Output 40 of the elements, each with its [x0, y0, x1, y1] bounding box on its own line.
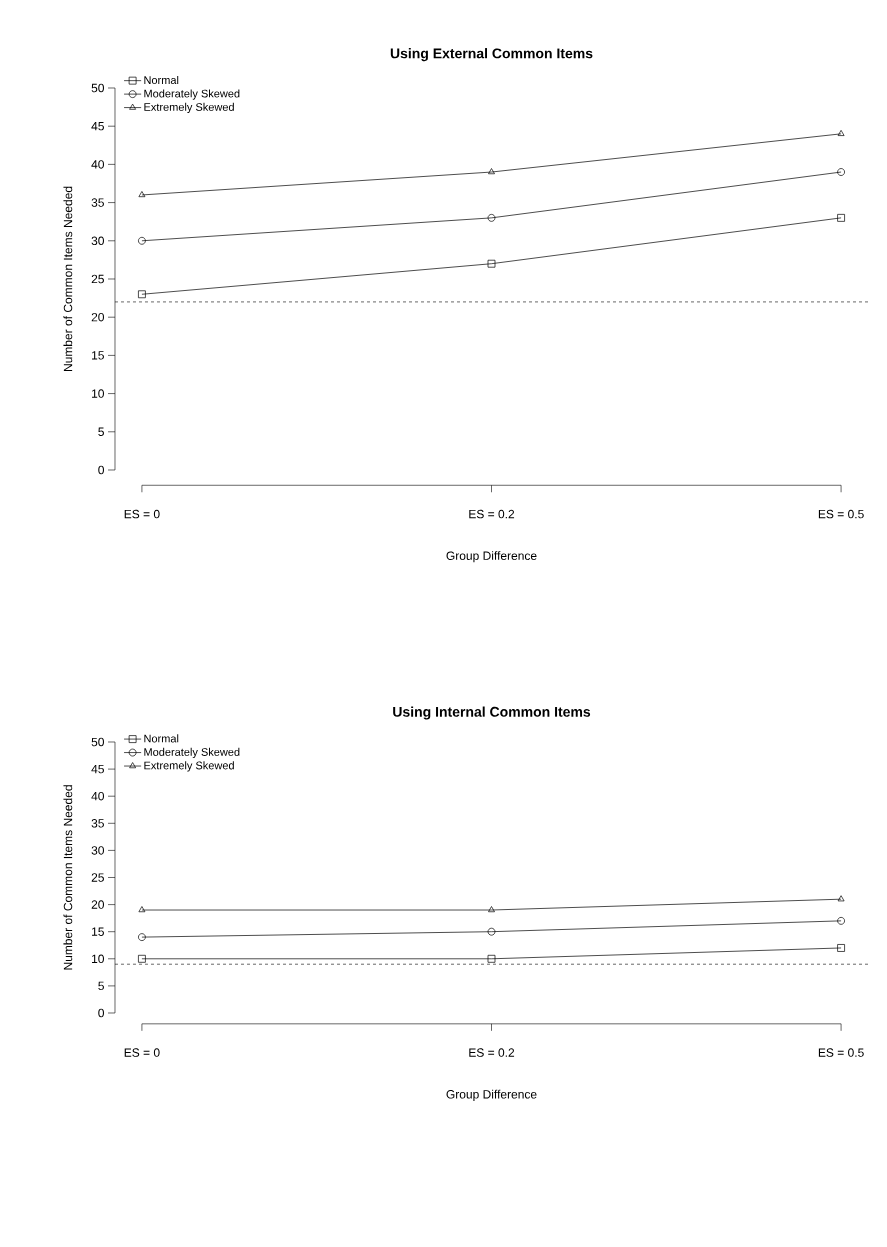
- y-axis-title: Number of Common Items Needed: [63, 785, 73, 970]
- x-axis-title: Group Difference: [446, 551, 537, 563]
- legend-label: Extremely Skewed: [144, 102, 234, 114]
- y-tick-label: 0: [98, 1008, 104, 1018]
- legend-label: Normal: [144, 75, 179, 84]
- y-tick-label: 25: [91, 873, 104, 882]
- y-tick-label: 20: [91, 312, 104, 322]
- y-tick-label: 10: [92, 389, 104, 398]
- y-tick-label: 30: [91, 846, 104, 855]
- x-tick-label: ES = 0: [124, 1048, 160, 1057]
- y-tick-label: 45: [91, 122, 104, 131]
- y-tick-label: 20: [91, 900, 104, 909]
- y-tick-label: 15: [92, 927, 104, 936]
- y-tick-label: 35: [91, 819, 104, 828]
- y-tick-label: 40: [91, 791, 104, 801]
- y-tick-label: 50: [91, 737, 104, 747]
- x-tick-label: ES = 0: [124, 509, 160, 519]
- legend-label: Normal: [144, 734, 179, 743]
- x-tick-label: ES = 0.2: [469, 1048, 515, 1057]
- y-tick-label: 35: [91, 198, 104, 207]
- x-tick-label: ES = 0.2: [469, 509, 515, 519]
- y-axis-title: Number of Common Items Needed: [63, 186, 73, 372]
- chart-title: Using Internal Common Items: [393, 706, 591, 720]
- y-tick-label: 0: [98, 465, 104, 475]
- legend-label: Extremely Skewed: [144, 761, 234, 772]
- x-tick-label: ES = 0.5: [818, 509, 864, 519]
- y-tick-label: 15: [92, 351, 104, 360]
- y-tick-label: 10: [92, 954, 104, 964]
- chart-title: Using External Common Items: [390, 48, 593, 62]
- legend-label: Moderately Skewed: [144, 747, 240, 759]
- y-tick-label: 25: [91, 274, 104, 284]
- y-tick-label: 5: [98, 981, 104, 991]
- y-tick-label: 50: [91, 83, 104, 93]
- legend-label: Moderately Skewed: [144, 89, 240, 100]
- y-tick-label: 30: [91, 236, 104, 246]
- y-tick-label: 45: [91, 764, 104, 774]
- x-axis-title: Group Difference: [446, 1089, 537, 1101]
- y-tick-label: 5: [98, 427, 104, 436]
- x-tick-label: ES = 0.5: [818, 1048, 864, 1057]
- y-tick-label: 40: [91, 160, 104, 169]
